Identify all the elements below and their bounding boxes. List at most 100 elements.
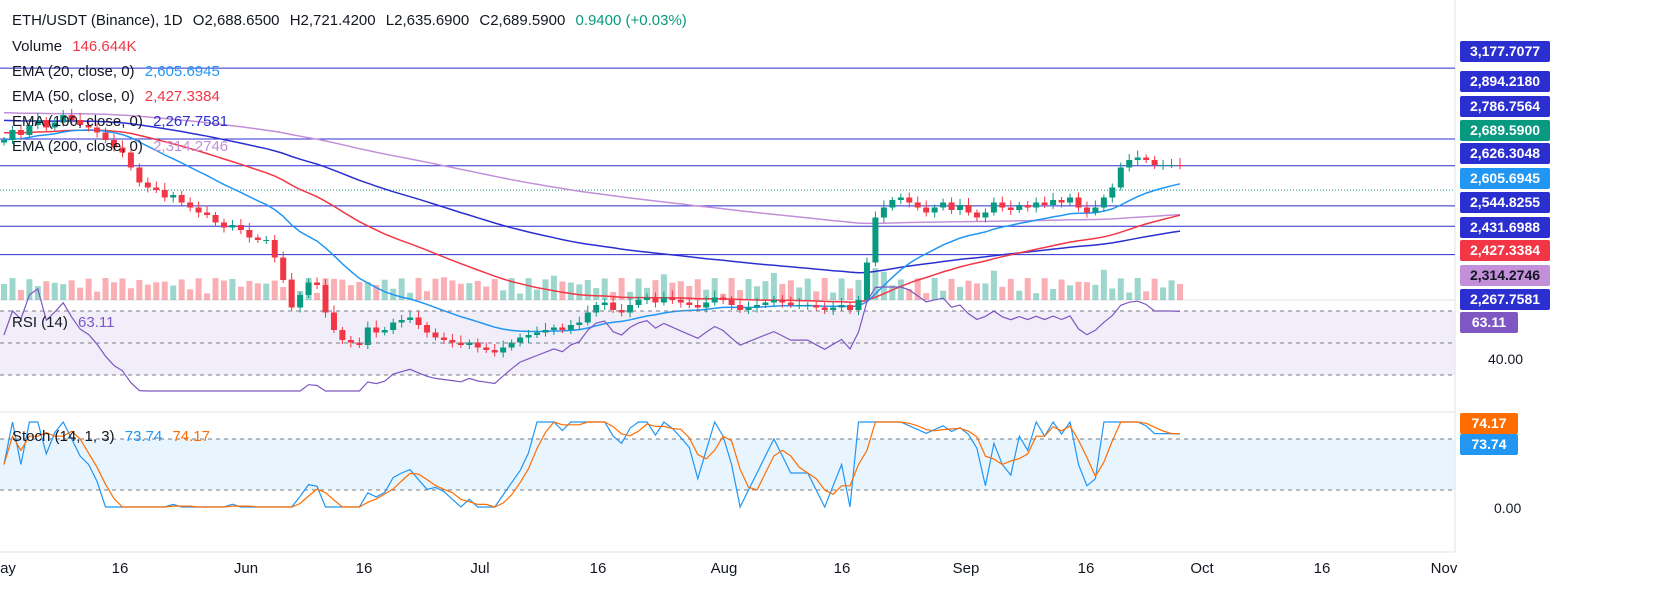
volume-bar: [737, 290, 744, 300]
candle-body: [576, 322, 583, 325]
candle-body: [787, 302, 794, 305]
candle-body: [254, 237, 261, 240]
volume-bar: [1067, 285, 1074, 300]
volume-bar: [1126, 292, 1133, 300]
volume-bar: [26, 279, 33, 300]
candle-body: [550, 327, 557, 330]
volume-bar: [762, 281, 769, 300]
volume-bar: [34, 286, 41, 300]
stoch-band: [0, 439, 1455, 490]
candle-body: [483, 347, 490, 350]
candle-body: [381, 330, 388, 333]
ema100-label: EMA (100, close, 0): [12, 113, 143, 130]
candle-body: [1024, 205, 1031, 208]
volume-bar: [821, 278, 828, 300]
x-axis-tick: Jun: [233, 560, 259, 577]
volume-bar: [508, 278, 515, 300]
volume-bar: [753, 286, 760, 300]
volume-bar: [982, 283, 989, 300]
candle-body: [1083, 207, 1090, 213]
candle-body: [102, 132, 109, 140]
volume-bar: [237, 286, 244, 300]
candle-body: [813, 305, 820, 308]
x-axis-tick: ay: [0, 560, 16, 577]
volume-bar: [144, 284, 151, 300]
volume-bar: [77, 287, 84, 300]
candle-body: [432, 332, 439, 338]
ohlc-low: L2,635.6900: [385, 12, 470, 29]
candle-body: [424, 325, 431, 333]
candle-body: [373, 327, 380, 333]
volume-bar: [415, 278, 422, 300]
candle-body: [51, 122, 58, 128]
volume-bar: [466, 283, 473, 300]
price-label: 2,894.2180: [1460, 71, 1550, 92]
price-label: 2,544.8255: [1460, 192, 1550, 213]
candle-body: [305, 282, 312, 295]
candle-body: [635, 300, 642, 305]
candle-body: [872, 217, 879, 263]
candle-body: [720, 297, 727, 300]
volume-bar: [703, 289, 710, 300]
candle-body: [889, 200, 896, 208]
volume-bar: [339, 279, 346, 300]
candle-body: [762, 302, 769, 305]
volume-bar: [127, 288, 134, 300]
volume-bar: [178, 279, 185, 300]
volume-bar: [745, 279, 752, 300]
volume-bar: [940, 290, 947, 300]
volume-bar: [525, 278, 532, 300]
x-axis-tick: Sep: [952, 560, 980, 577]
candle-body: [931, 207, 938, 213]
volume-bar: [280, 287, 287, 300]
volume-bar: [1151, 278, 1158, 300]
volume-legend: Volume 146.644K: [12, 38, 142, 56]
volume-bar: [635, 278, 642, 300]
volume-bar: [220, 280, 227, 300]
candle-body: [271, 240, 278, 258]
candle-body: [990, 202, 997, 213]
volume-bar: [364, 282, 371, 300]
volume-bar: [948, 278, 955, 300]
volume-bar: [914, 278, 921, 300]
candle-body: [68, 115, 75, 120]
candle-body: [745, 307, 752, 310]
candle-body: [847, 305, 854, 310]
candle-body: [407, 317, 414, 320]
ohlc-open: O2,688.6500: [192, 12, 280, 29]
candle-body: [204, 212, 211, 215]
candle-body: [178, 195, 185, 203]
price-label: 2,605.6945: [1460, 168, 1550, 189]
volume-bar: [1016, 290, 1023, 300]
candle-body: [136, 167, 143, 183]
ema20-value: 2,605.6945: [144, 63, 220, 80]
header-legend: ETH/USDT (Binance), 1D O2,688.6500 H2,72…: [12, 12, 693, 30]
candle-body: [770, 300, 777, 303]
x-axis-tick: Nov: [1430, 560, 1458, 577]
price-label: 2,689.5900: [1460, 120, 1550, 141]
volume-bar: [686, 285, 693, 300]
volume-bar: [660, 274, 667, 300]
volume-bar: [1100, 269, 1107, 300]
volume-bar: [847, 288, 854, 300]
volume-bar: [618, 278, 625, 300]
price-label: 2,786.7564: [1460, 96, 1550, 117]
candle-body: [517, 337, 524, 343]
stoch-d-label: 74.17: [1460, 413, 1518, 434]
candle-body: [60, 115, 67, 123]
candle-body: [965, 205, 972, 213]
volume-bar: [787, 280, 794, 300]
candle-body: [127, 152, 134, 168]
candle-body: [855, 300, 862, 310]
volume-bar: [1177, 283, 1183, 300]
volume-bar: [330, 278, 337, 300]
volume-bar: [838, 278, 845, 300]
candle-body: [880, 207, 887, 218]
candle-body: [1033, 202, 1040, 208]
candle-body: [1050, 200, 1057, 205]
symbol-title: ETH/USDT (Binance), 1D: [12, 12, 183, 29]
volume-bar: [855, 279, 862, 300]
candle-body: [339, 330, 346, 340]
volume-bar: [407, 292, 414, 300]
